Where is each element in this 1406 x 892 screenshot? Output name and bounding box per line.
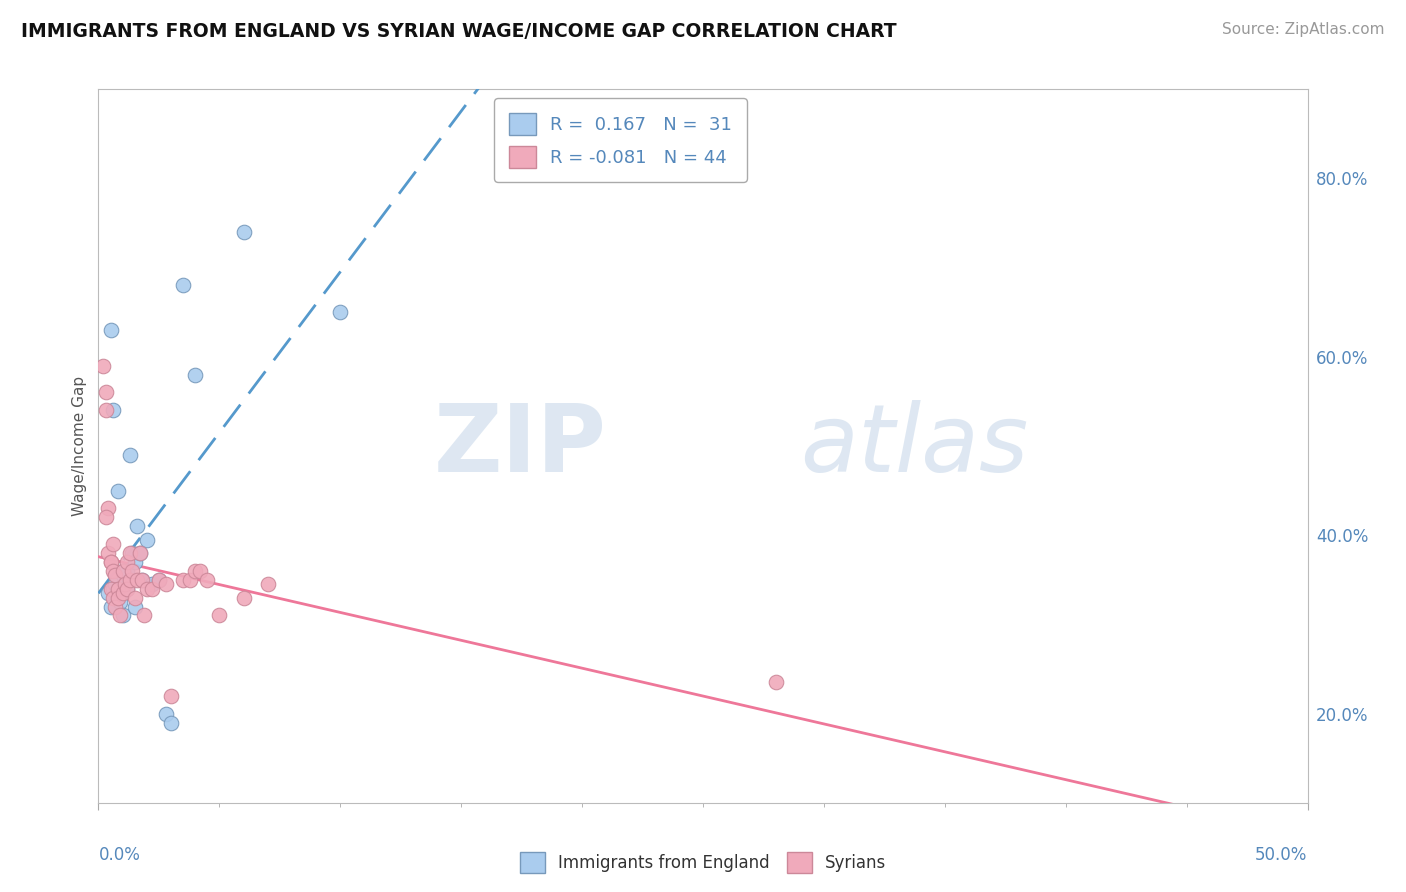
Point xyxy=(124,591,146,605)
Point xyxy=(188,564,211,578)
Text: 0.0%: 0.0% xyxy=(98,846,141,863)
Point xyxy=(131,573,153,587)
Text: 50.0%: 50.0% xyxy=(1256,846,1308,863)
Point xyxy=(148,573,170,587)
Point xyxy=(118,448,141,462)
Point xyxy=(256,577,278,591)
Point xyxy=(155,706,177,721)
Point xyxy=(148,573,170,587)
Point xyxy=(108,608,131,623)
Point xyxy=(94,403,117,417)
Point xyxy=(101,591,124,605)
Point xyxy=(124,599,146,614)
Point xyxy=(121,564,143,578)
Point xyxy=(91,359,114,373)
Point xyxy=(94,385,117,400)
Point xyxy=(117,555,139,569)
Point xyxy=(127,519,149,533)
Point xyxy=(172,573,194,587)
Point xyxy=(118,573,141,587)
Point xyxy=(131,573,153,587)
Point xyxy=(97,501,120,516)
Point xyxy=(100,599,122,614)
Point xyxy=(100,555,122,569)
Point xyxy=(117,582,139,596)
Point xyxy=(111,608,134,623)
Point xyxy=(100,582,122,596)
Point xyxy=(141,582,163,596)
Point xyxy=(117,564,139,578)
Point xyxy=(101,403,124,417)
Point xyxy=(100,323,122,337)
Point xyxy=(94,510,117,524)
Point xyxy=(100,555,122,569)
Point xyxy=(107,591,129,605)
Point xyxy=(114,577,136,591)
Text: atlas: atlas xyxy=(800,401,1028,491)
Point xyxy=(107,483,129,498)
Point xyxy=(101,537,124,551)
Point xyxy=(97,546,120,560)
Point xyxy=(135,582,157,596)
Point xyxy=(160,715,183,730)
Point xyxy=(124,555,146,569)
Point xyxy=(232,591,254,605)
Point xyxy=(155,577,177,591)
Y-axis label: Wage/Income Gap: Wage/Income Gap xyxy=(72,376,87,516)
Point xyxy=(107,591,129,605)
Text: IMMIGRANTS FROM ENGLAND VS SYRIAN WAGE/INCOME GAP CORRELATION CHART: IMMIGRANTS FROM ENGLAND VS SYRIAN WAGE/I… xyxy=(21,22,897,41)
Point xyxy=(184,368,207,382)
Point xyxy=(195,573,218,587)
Point xyxy=(128,546,150,560)
Point xyxy=(172,278,194,293)
Point xyxy=(179,573,201,587)
Point xyxy=(232,225,254,239)
Point xyxy=(101,564,124,578)
Legend: Immigrants from England, Syrians: Immigrants from England, Syrians xyxy=(513,846,893,880)
Point xyxy=(111,564,134,578)
Point xyxy=(121,546,143,560)
Point xyxy=(104,577,127,591)
Point xyxy=(104,599,127,614)
Point xyxy=(118,546,141,560)
Point xyxy=(114,582,136,596)
Point xyxy=(104,568,127,582)
Point xyxy=(765,675,787,690)
Point xyxy=(127,573,149,587)
Point xyxy=(111,568,134,582)
Point xyxy=(117,582,139,596)
Point xyxy=(101,582,124,596)
Point xyxy=(184,564,207,578)
Point xyxy=(111,564,134,578)
Point xyxy=(329,305,352,319)
Point xyxy=(135,533,157,547)
Point xyxy=(97,586,120,600)
Point xyxy=(208,608,231,623)
Legend: R =  0.167   N =  31, R = -0.081   N = 44: R = 0.167 N = 31, R = -0.081 N = 44 xyxy=(495,98,747,182)
Point xyxy=(128,546,150,560)
Text: Source: ZipAtlas.com: Source: ZipAtlas.com xyxy=(1222,22,1385,37)
Point xyxy=(134,608,156,623)
Point xyxy=(111,586,134,600)
Text: ZIP: ZIP xyxy=(433,400,606,492)
Point xyxy=(108,595,131,609)
Point xyxy=(141,577,163,591)
Point xyxy=(160,689,183,703)
Point xyxy=(107,582,129,596)
